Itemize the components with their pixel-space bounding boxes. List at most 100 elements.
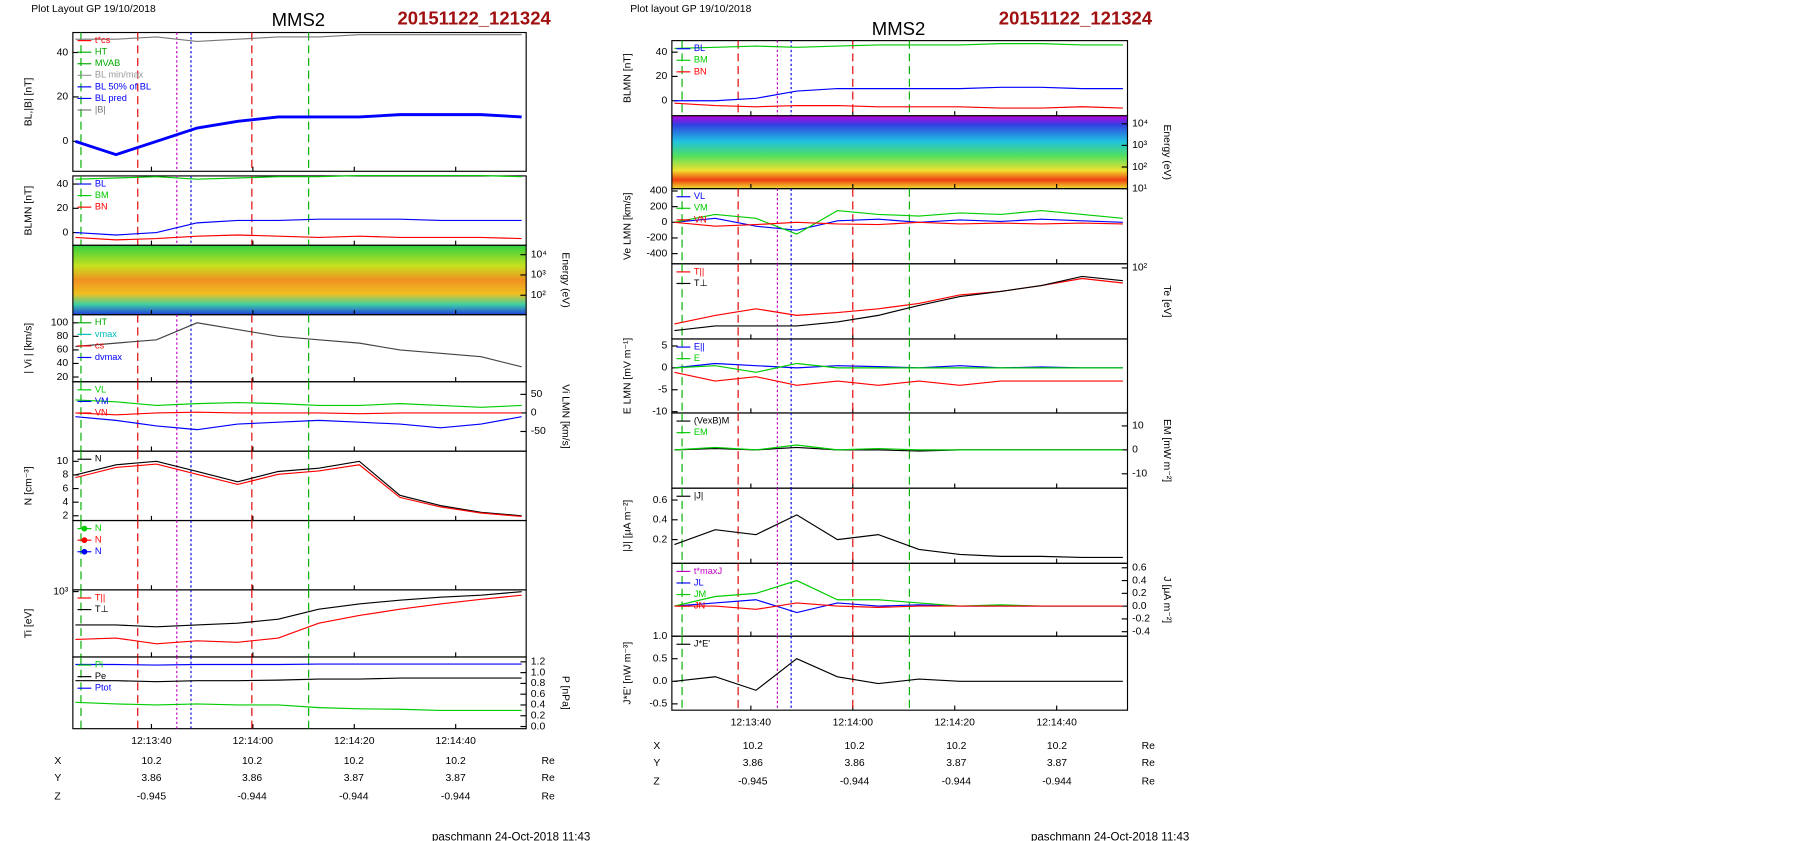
series-line [674,514,1123,558]
y-axis-label: BLMN [nT] [24,186,35,236]
ephemeris-cell: 10.2 [141,756,161,767]
series-line [75,411,522,416]
legend-label: MVAB [95,58,121,68]
y-tick-label: 20 [57,92,69,103]
legend-label: t*cs [95,35,111,45]
y-tick-label: 20 [656,71,668,82]
panel-frame [72,175,527,246]
ephemeris-cell: X [54,756,61,767]
y-axis-label: Energy (eV) [1161,124,1172,179]
ephemeris-cell: 3.86 [141,773,161,784]
legend-label: T⊥ [694,278,708,288]
y-axis-label: |J| [μA m⁻²] [623,500,634,552]
legend-label: T⊥ [95,604,109,614]
y-tick-label: 50 [531,389,543,400]
y-tick-label: 10⁴ [531,249,547,260]
ephemeris-cell: -0.944 [840,777,870,788]
series-line [674,371,1123,386]
ephemeris-cell: Y [653,758,660,769]
legend-label: N [95,535,102,545]
y-tick-label: 0.2 [1132,588,1147,599]
y-tick-label: -400 [646,248,667,259]
series-line [674,221,1123,227]
y-tick-label: 0.5 [653,653,668,664]
y-tick-label: 2 [62,511,68,522]
spectrogram [72,245,527,315]
ephemeris-cell: 3.87 [946,758,966,769]
legend-label: J*E' [694,639,710,649]
y-tick-label: 0 [661,363,667,374]
y-tick-label: 10² [1132,162,1148,173]
y-axis-label: Ve LMN [km/s] [623,192,634,260]
series-line [75,594,522,645]
ephemeris-cell: -0.945 [137,792,167,803]
x-tick-label: 12:13:40 [731,718,772,729]
ephemeris-cell: X [653,741,660,752]
y-tick-label: 10² [1132,263,1148,274]
y-tick-label: 10¹ [1132,183,1148,194]
legend-dot [81,525,88,532]
legend-label: T|| [95,592,105,602]
legend-label: JM [694,589,706,599]
panel-frame [72,381,527,452]
ephemeris-cell: 3.87 [344,773,364,784]
series-line [674,86,1123,102]
y-tick-label: 20 [57,203,69,214]
y-tick-label: -0.4 [1132,626,1150,637]
ephemeris-cell: -0.944 [441,792,471,803]
legend-label: JN [694,601,705,611]
y-axis-label: N [cm⁻³] [24,466,35,505]
x-tick-label: 12:14:40 [1036,718,1077,729]
y-axis-label: Ti [eV] [24,609,35,639]
event-id: 20151122_121324 [999,8,1153,29]
series-line [75,677,522,683]
panel-frame [671,188,1129,265]
series-line [674,444,1123,451]
y-axis-label: Energy (eV) [560,252,571,307]
x-tick-label: 12:14:00 [233,736,274,747]
y-tick-label: 1.0 [653,631,668,642]
series-line [75,416,522,431]
panel-frame [72,656,527,730]
series-line [74,113,522,157]
legend-label: BM [95,190,109,200]
legend-label: E [694,353,700,363]
series-line [75,701,522,711]
ephemeris-cell: 10.2 [446,756,466,767]
legend-label: T|| [694,266,704,276]
legend-label: |B| [95,104,106,114]
y-tick-label: 0.8 [531,678,546,689]
y-tick-label: 40 [656,47,668,58]
y-tick-label: -5 [658,385,667,396]
ephemeris-cell: 10.2 [242,756,262,767]
y-tick-label: 4 [62,497,68,508]
y-tick-label: 80 [57,331,69,342]
y-tick-label: 0.4 [531,700,546,711]
ephemeris-cell: 10.2 [743,741,763,752]
ephemeris-cell: -0.944 [1042,777,1072,788]
series-line [674,217,1123,231]
y-tick-label: 100 [51,318,69,329]
ephemeris-cell: -0.944 [339,792,369,803]
x-tick-label: 12:14:20 [334,736,375,747]
plot-title: MMS2 [272,9,325,30]
y-tick-label: 0 [661,217,667,228]
ephemeris-cell: 3.87 [446,773,466,784]
panel-frame [671,263,1129,340]
y-tick-label: 0.6 [1132,563,1147,574]
series-line [75,663,522,666]
y-tick-label: 0.2 [653,534,668,545]
ephemeris-cell: -0.944 [942,777,972,788]
y-tick-label: -200 [646,233,667,244]
footer: paschmann 24-Oct-2018 11:43 [432,831,590,841]
y-tick-label: -10 [1132,469,1147,480]
legend-label: BN [95,202,108,212]
series-line [674,210,1123,235]
ephemeris-cell: 3.86 [844,758,864,769]
legend-label: BN [694,66,707,76]
panel-frame [72,589,527,658]
legend-label: |J| [694,491,703,501]
y-tick-label: 1.2 [531,657,546,668]
y-tick-label: 0 [661,95,667,106]
legend-label: vmax [95,329,117,339]
